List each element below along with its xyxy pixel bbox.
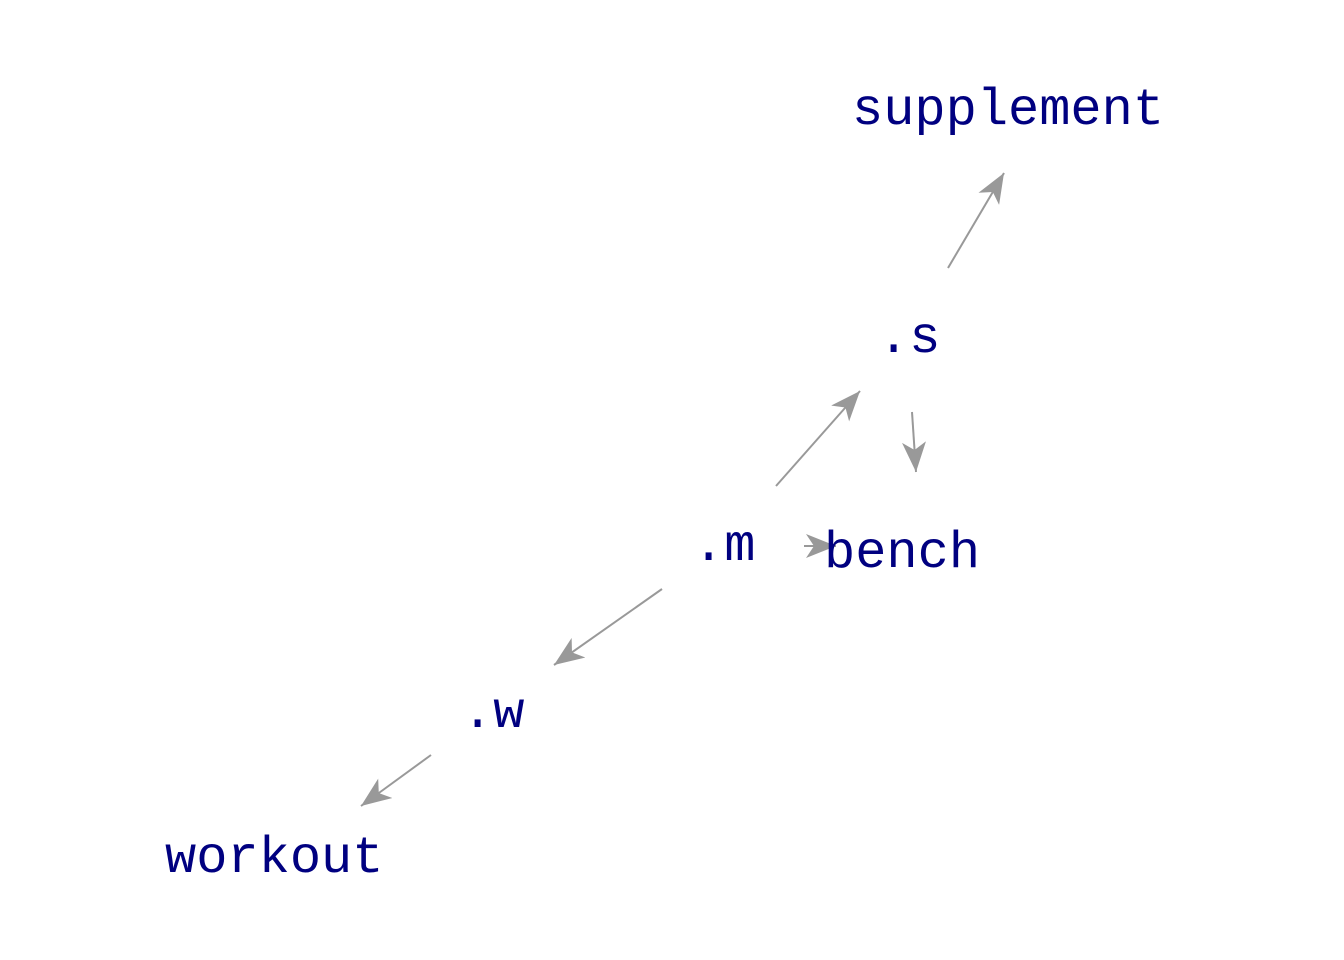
node-m: .m (693, 517, 755, 576)
edge-m-to-s (775, 390, 861, 487)
node-supplement: supplement (852, 81, 1164, 140)
edge-m-to-w (553, 588, 663, 666)
edge-w-to-workout (360, 754, 432, 807)
node-bench: bench (824, 524, 980, 583)
node-workout: workout (165, 829, 383, 888)
node-w: .w (462, 684, 524, 743)
edges-layer (360, 172, 1005, 807)
edge-s-to-bench (902, 411, 926, 473)
nodes-layer: supplement .s bench .m .w workout (165, 81, 1164, 888)
node-s: .s (878, 309, 940, 368)
edge-s-to-supplement (947, 172, 1005, 269)
